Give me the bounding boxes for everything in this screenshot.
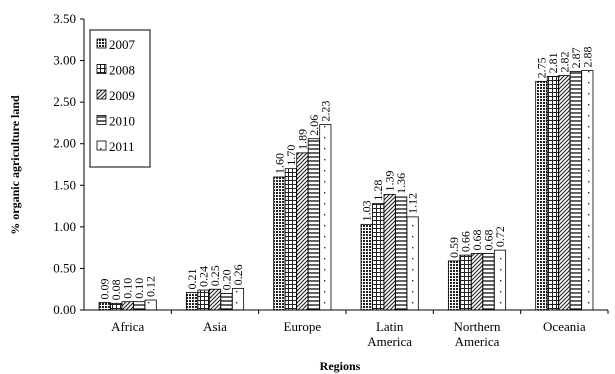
y-axis-title: % organic agriculture land	[8, 95, 22, 235]
bar-2007-5	[535, 80, 548, 311]
data-label: 1.60	[272, 153, 286, 174]
bar-2009-2	[296, 152, 309, 311]
bar-2007-4	[447, 260, 461, 311]
legend-swatch	[96, 140, 107, 151]
y-tick-label: 0.50	[53, 260, 76, 275]
bar-2010-0	[133, 301, 146, 311]
x-category-label: Asia	[203, 319, 227, 334]
bar-2010-5	[569, 70, 582, 311]
bar-2011-4	[493, 249, 507, 311]
data-label: 2.23	[318, 101, 332, 122]
bar-2008-1	[197, 289, 210, 311]
data-label: 0.59	[447, 237, 461, 258]
bar-2009-3	[383, 194, 396, 311]
bar-2008-4	[459, 254, 472, 311]
data-label: 0.08	[109, 279, 123, 300]
legend-label: 2011	[109, 139, 135, 154]
x-axis-title: Regions	[320, 359, 361, 373]
y-tick-label: 1.00	[53, 219, 76, 234]
bar-2009-1	[208, 288, 222, 311]
data-label: 0.20	[220, 269, 234, 290]
bar-2009-4	[470, 253, 484, 311]
legend-swatch	[96, 64, 107, 74]
bar-2011-2	[319, 124, 332, 311]
data-label: 2.82	[557, 52, 571, 73]
legend-swatch	[96, 115, 107, 125]
data-label: 2.06	[307, 115, 321, 136]
bars	[98, 70, 594, 311]
data-labels: 0.090.080.100.100.12 0.210.240.250.200.26…	[98, 47, 595, 301]
bar-2008-5	[546, 75, 559, 311]
bar-2007-1	[185, 292, 199, 311]
data-label: 0.24	[197, 266, 211, 287]
data-label: 1.39	[383, 170, 397, 191]
bar-2011-1	[231, 287, 245, 311]
data-label: 1.36	[394, 173, 408, 194]
bar-2011-5	[581, 70, 594, 311]
data-label: 0.10	[121, 278, 135, 299]
data-label: 0.21	[185, 269, 199, 290]
data-label: 0.66	[459, 231, 473, 252]
legend-label: 2010	[109, 114, 135, 129]
bar-2007-0	[98, 302, 111, 311]
y-tick-label: 2.50	[53, 94, 76, 109]
data-label: 0.72	[493, 226, 507, 247]
legend-label: 2009	[109, 88, 135, 103]
legend-label: 2008	[109, 63, 135, 78]
data-label: 0.12	[144, 276, 158, 297]
data-label: 2.75	[534, 57, 548, 78]
data-label: 0.25	[208, 265, 222, 286]
x-category-label: Europe	[284, 319, 322, 334]
x-category-label: Africa	[111, 319, 144, 334]
data-label: 2.88	[580, 47, 594, 68]
data-label: 2.81	[546, 52, 560, 73]
axes	[83, 19, 609, 314]
bar-2011-3	[406, 216, 419, 311]
data-label: 1.28	[371, 180, 385, 201]
data-label: 1.89	[295, 129, 309, 150]
bar-2010-1	[220, 292, 233, 311]
legend-swatch	[96, 89, 107, 100]
data-label: 0.09	[98, 279, 112, 300]
data-label: 1.70	[284, 145, 298, 166]
bar-2011-0	[144, 299, 157, 311]
legend-swatch	[96, 38, 107, 49]
legend-label: 2007	[109, 37, 136, 52]
data-label: 0.68	[482, 229, 496, 250]
x-category-label: Northern America	[454, 319, 501, 349]
x-category-label: Latin America	[367, 319, 412, 349]
data-label: 1.12	[406, 193, 420, 214]
y-tick-label: 0.00	[53, 302, 76, 317]
bar-2008-0	[110, 302, 123, 311]
data-label: 2.87	[569, 47, 583, 68]
bar-2007-2	[273, 176, 286, 311]
data-label: 0.10	[132, 278, 146, 299]
bar-2008-2	[284, 168, 297, 311]
y-tick-label: 3.00	[53, 53, 76, 68]
bar-2008-3	[372, 203, 385, 311]
y-axis-ticks: 0.00 0.50 1.00 1.50 2.00 2.50 3.00 3.50	[53, 11, 84, 317]
data-label: 0.68	[470, 229, 484, 250]
bar-2007-3	[360, 223, 373, 311]
bar-2010-4	[482, 253, 495, 311]
y-tick-label: 3.50	[53, 11, 76, 26]
y-tick-label: 2.00	[53, 136, 76, 151]
x-category-label: Oceania	[543, 319, 586, 334]
bar-2009-0	[121, 301, 134, 311]
y-tick-label: 1.50	[53, 177, 76, 192]
data-label: 0.26	[231, 264, 245, 285]
legend: 2007 2008 2009 2010 2011	[89, 29, 151, 168]
bar-2009-5	[558, 75, 571, 311]
bar-2010-2	[307, 138, 320, 311]
x-axis-categories: Africa Asia Europe Latin America Northern Amer…	[111, 319, 586, 349]
data-label: 1.03	[360, 200, 374, 221]
